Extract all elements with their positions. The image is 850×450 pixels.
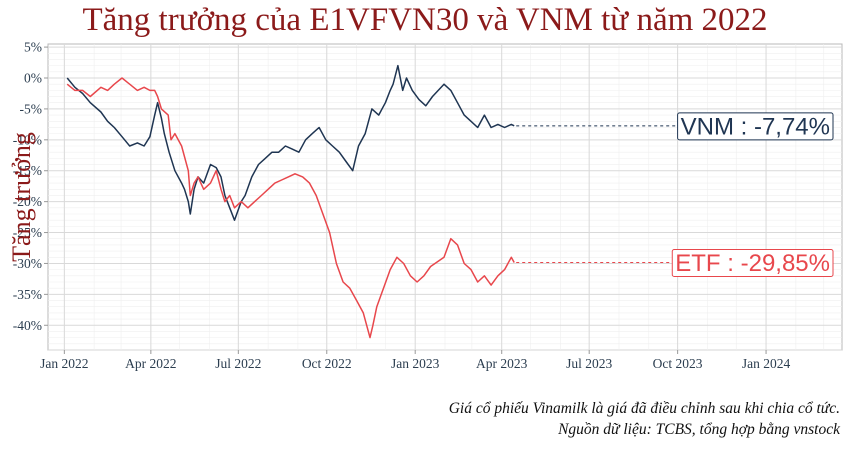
callout-text-vnm: VNM : -7,74% — [681, 113, 830, 140]
x-tick-label: Jan 2022 — [40, 356, 88, 371]
callouts: VNM : -7,74% ETF : -29,85% — [516, 112, 834, 278]
footnote-adjusted-price: Giá cổ phiếu Vinamilk là giá đã điều chỉ… — [448, 400, 840, 417]
x-tick-label: Jan 2023 — [391, 356, 440, 371]
callout-text-etf: ETF : -29,85% — [675, 250, 830, 277]
x-tick-label: Oct 2023 — [653, 356, 703, 371]
y-tick-label: -40% — [13, 318, 42, 333]
series-lines — [66, 64, 515, 339]
y-tick-label: -25% — [13, 225, 42, 240]
footnote-data-source: Nguồn dữ liệu: TCBS, tổng hợp bằng vnsto… — [558, 421, 840, 438]
x-tick-label: Jul 2022 — [215, 356, 261, 371]
x-tick-label: Oct 2022 — [302, 356, 352, 371]
chart-title: Tăng trưởng của E1VFVN30 và VNM từ năm 2… — [82, 2, 768, 38]
callout-box-vnm — [677, 112, 834, 141]
callout-box-etf — [671, 249, 834, 278]
y-axis-ticks: 5% 0% -5% -10% -15% -20% -25% -30% -35% -40% — [13, 40, 48, 333]
callout-vnm: VNM : -7,74% — [516, 112, 834, 141]
y-tick-label: -15% — [13, 163, 42, 178]
x-tick-label: Jul 2023 — [566, 356, 612, 371]
y-tick-label: -20% — [13, 194, 42, 209]
y-tick-label: 5% — [24, 40, 42, 55]
y-tick-label: -30% — [13, 256, 42, 271]
y-tick-label: -5% — [20, 101, 43, 116]
x-tick-label: Apr 2022 — [125, 356, 176, 371]
x-tick-label: Jan 2024 — [742, 356, 791, 371]
y-tick-label: 0% — [24, 71, 42, 86]
y-axis-label: Tăng trưởng — [7, 132, 36, 262]
y-tick-label: -35% — [13, 287, 42, 302]
x-tick-label: Apr 2023 — [476, 356, 528, 371]
grid — [48, 44, 842, 351]
series-line-etf — [66, 77, 515, 339]
callout-etf: ETF : -29,85% — [516, 249, 834, 278]
series-line-vnm — [66, 64, 515, 221]
x-axis-ticks: Jan 2022 Apr 2022 Jul 2022 Oct 2022 Jan 2023… — [40, 350, 790, 371]
y-tick-label: -10% — [13, 132, 42, 147]
